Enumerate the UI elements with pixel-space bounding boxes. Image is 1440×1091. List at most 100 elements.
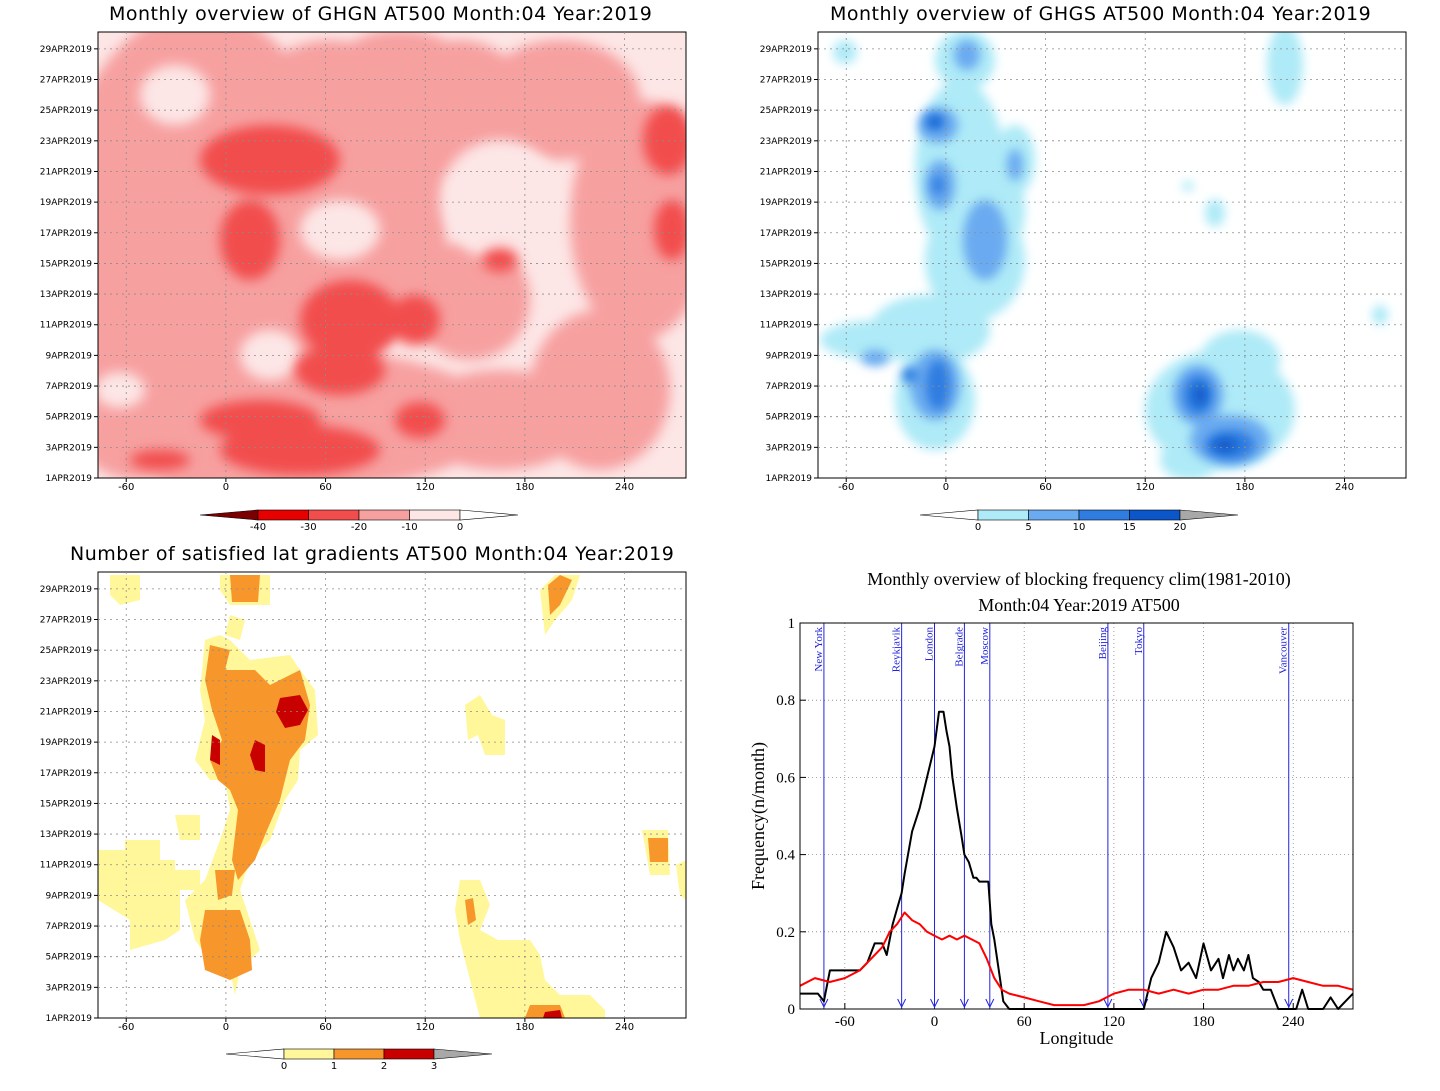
- x-tick-label: 0: [943, 482, 949, 493]
- y-tick-label: 15APR2019: [40, 799, 92, 809]
- y-tick-label: 1APR2019: [766, 474, 813, 484]
- ghgn-title: Monthly overview of GHGN AT500 Month:04 …: [109, 3, 653, 25]
- y-tick-label: 17APR2019: [40, 769, 92, 779]
- y-tick-label: 25APR2019: [40, 106, 92, 116]
- y-tick-label: 0.2: [776, 925, 795, 941]
- x-tick-label: 60: [319, 1022, 332, 1033]
- colorbar-swatch: [977, 509, 1029, 521]
- ghgs-heatmap: 1APR2019 3APR2019 5APR2019 7APR2019 9APR2019…: [760, 31, 1407, 493]
- frequency-title: Monthly overview of blocking frequency c…: [867, 569, 1291, 589]
- colorbar-low-arrow: [225, 1048, 285, 1060]
- gradients-title: Number of satisfied lat gradients AT500 …: [70, 543, 675, 565]
- x-tick-label: 120: [416, 482, 435, 493]
- frequency-chart: 0 0.2 0.4 0.6 0.8 1 -60 0 60 120 180 240 Longitude Fr…: [748, 616, 1354, 1048]
- gradients-heatmap: 1APR2019 3APR2019 5APR2019 7APR2019 9APR2019…: [40, 571, 687, 1033]
- y-tick-label: 15APR2019: [40, 259, 92, 269]
- ghgs-colorbar: 0 5 10 15 20: [919, 509, 1239, 533]
- x-tick-label: 240: [615, 482, 634, 493]
- gradients-colorbar: 0 1 2 3: [225, 1048, 493, 1072]
- city-arrow: [959, 998, 969, 1009]
- y-tick-label: 23APR2019: [760, 137, 812, 147]
- y-tick-label: 11APR2019: [40, 861, 92, 871]
- city-arrow: [1103, 998, 1113, 1009]
- colorbar-label: -40: [250, 522, 266, 533]
- colorbar-low-arrow: [199, 509, 259, 521]
- x-tick-label: 60: [1017, 1014, 1032, 1030]
- city-arrow: [819, 998, 829, 1009]
- y-tick-label: 29APR2019: [40, 45, 92, 55]
- y-tick-label: 3APR2019: [46, 443, 93, 453]
- colorbar-swatch: [257, 509, 309, 521]
- y-tick-label: 1: [788, 616, 796, 632]
- y-tick-label: 1APR2019: [46, 1014, 93, 1024]
- x-tick-label: 0: [931, 1014, 939, 1030]
- ghgn-heatmap: 1APR2019 3APR2019 5APR2019 7APR2019 9APR2019…: [40, 31, 687, 493]
- y-tick-label: 27APR2019: [40, 76, 92, 86]
- colorbar-label: 10: [1073, 522, 1086, 533]
- y-tick-label: 17APR2019: [760, 229, 812, 239]
- x-tick-label: -60: [835, 1014, 855, 1030]
- y-axis-label: Frequency(n/month): [748, 742, 769, 890]
- ghgs-panel: Monthly overview of GHGS AT500 Month:04 …: [720, 0, 1440, 545]
- city-label: London: [924, 627, 936, 662]
- y-tick-label: 21APR2019: [40, 167, 92, 177]
- y-tick-label: 5APR2019: [46, 953, 93, 963]
- colorbar-swatch: [358, 509, 410, 521]
- city-label: Belgrade: [953, 627, 965, 667]
- y-tick-label: 0.8: [776, 693, 795, 709]
- colorbar-label: 0: [281, 1061, 287, 1072]
- city-arrow: [985, 998, 995, 1009]
- ghgn-panel: Monthly overview of GHGN AT500 Month:04 …: [0, 0, 720, 545]
- y-tick-label: 17APR2019: [40, 229, 92, 239]
- colorbar-swatch: [308, 509, 360, 521]
- city-label: Moscow: [979, 627, 991, 665]
- y-tick-label: 23APR2019: [40, 137, 92, 147]
- frequency-subtitle: Month:04 Year:2019 AT500: [978, 595, 1180, 615]
- x-tick-label: 240: [1282, 1014, 1305, 1030]
- x-tick-label: 180: [1235, 482, 1254, 493]
- colorbar-label: 5: [1025, 522, 1031, 533]
- colorbar-high-arrow: [433, 1048, 493, 1060]
- y-tick-label: 21APR2019: [40, 707, 92, 717]
- x-tick-label: -60: [838, 482, 854, 493]
- city-label: Reykjavik: [891, 627, 903, 673]
- y-tick-label: 25APR2019: [40, 646, 92, 656]
- colorbar-high-arrow: [1179, 509, 1239, 521]
- colorbar-label: 1: [331, 1061, 337, 1072]
- colorbar-swatch: [283, 1048, 335, 1060]
- colorbar-swatch: [1028, 509, 1080, 521]
- colorbar-label: 3: [431, 1061, 437, 1072]
- colorbar-swatch: [383, 1048, 435, 1060]
- y-tick-label: 1APR2019: [46, 474, 93, 484]
- x-tick-label: 180: [1192, 1014, 1215, 1030]
- y-tick-label: 7APR2019: [46, 922, 93, 932]
- city-arrow: [1284, 998, 1294, 1009]
- ghgn-colorbar: -40 -30 -20 -10 0: [199, 509, 519, 533]
- y-tick-label: 13APR2019: [40, 830, 92, 840]
- city-label: Beijing: [1097, 627, 1109, 660]
- x-axis-label: Longitude: [1040, 1028, 1114, 1048]
- y-tick-label: 13APR2019: [760, 290, 812, 300]
- colorbar-label: 2: [381, 1061, 387, 1072]
- colorbar-swatch: [409, 509, 461, 521]
- colorbar-swatch: [1129, 509, 1181, 521]
- colorbar-label: -30: [300, 522, 316, 533]
- colorbar-swatch: [1078, 509, 1130, 521]
- x-tick-label: 0: [223, 1022, 229, 1033]
- city-label: New York: [813, 627, 825, 672]
- y-tick-label: 5APR2019: [766, 413, 813, 423]
- y-tick-label: 0.6: [776, 770, 795, 786]
- colorbar-swatch: [333, 1048, 385, 1060]
- colorbar-label: -10: [401, 522, 417, 533]
- y-tick-label: 29APR2019: [760, 45, 812, 55]
- y-tick-label: 27APR2019: [40, 616, 92, 626]
- y-tick-label: 27APR2019: [760, 76, 812, 86]
- y-tick-label: 29APR2019: [40, 585, 92, 595]
- x-tick-label: 60: [1039, 482, 1052, 493]
- y-tick-label: 13APR2019: [40, 290, 92, 300]
- y-tick-label: 3APR2019: [766, 443, 813, 453]
- y-tick-label: 0.4: [776, 848, 795, 864]
- y-tick-label: 9APR2019: [766, 351, 813, 361]
- y-tick-label: 9APR2019: [46, 891, 93, 901]
- city-label: Tokyo: [1133, 627, 1145, 655]
